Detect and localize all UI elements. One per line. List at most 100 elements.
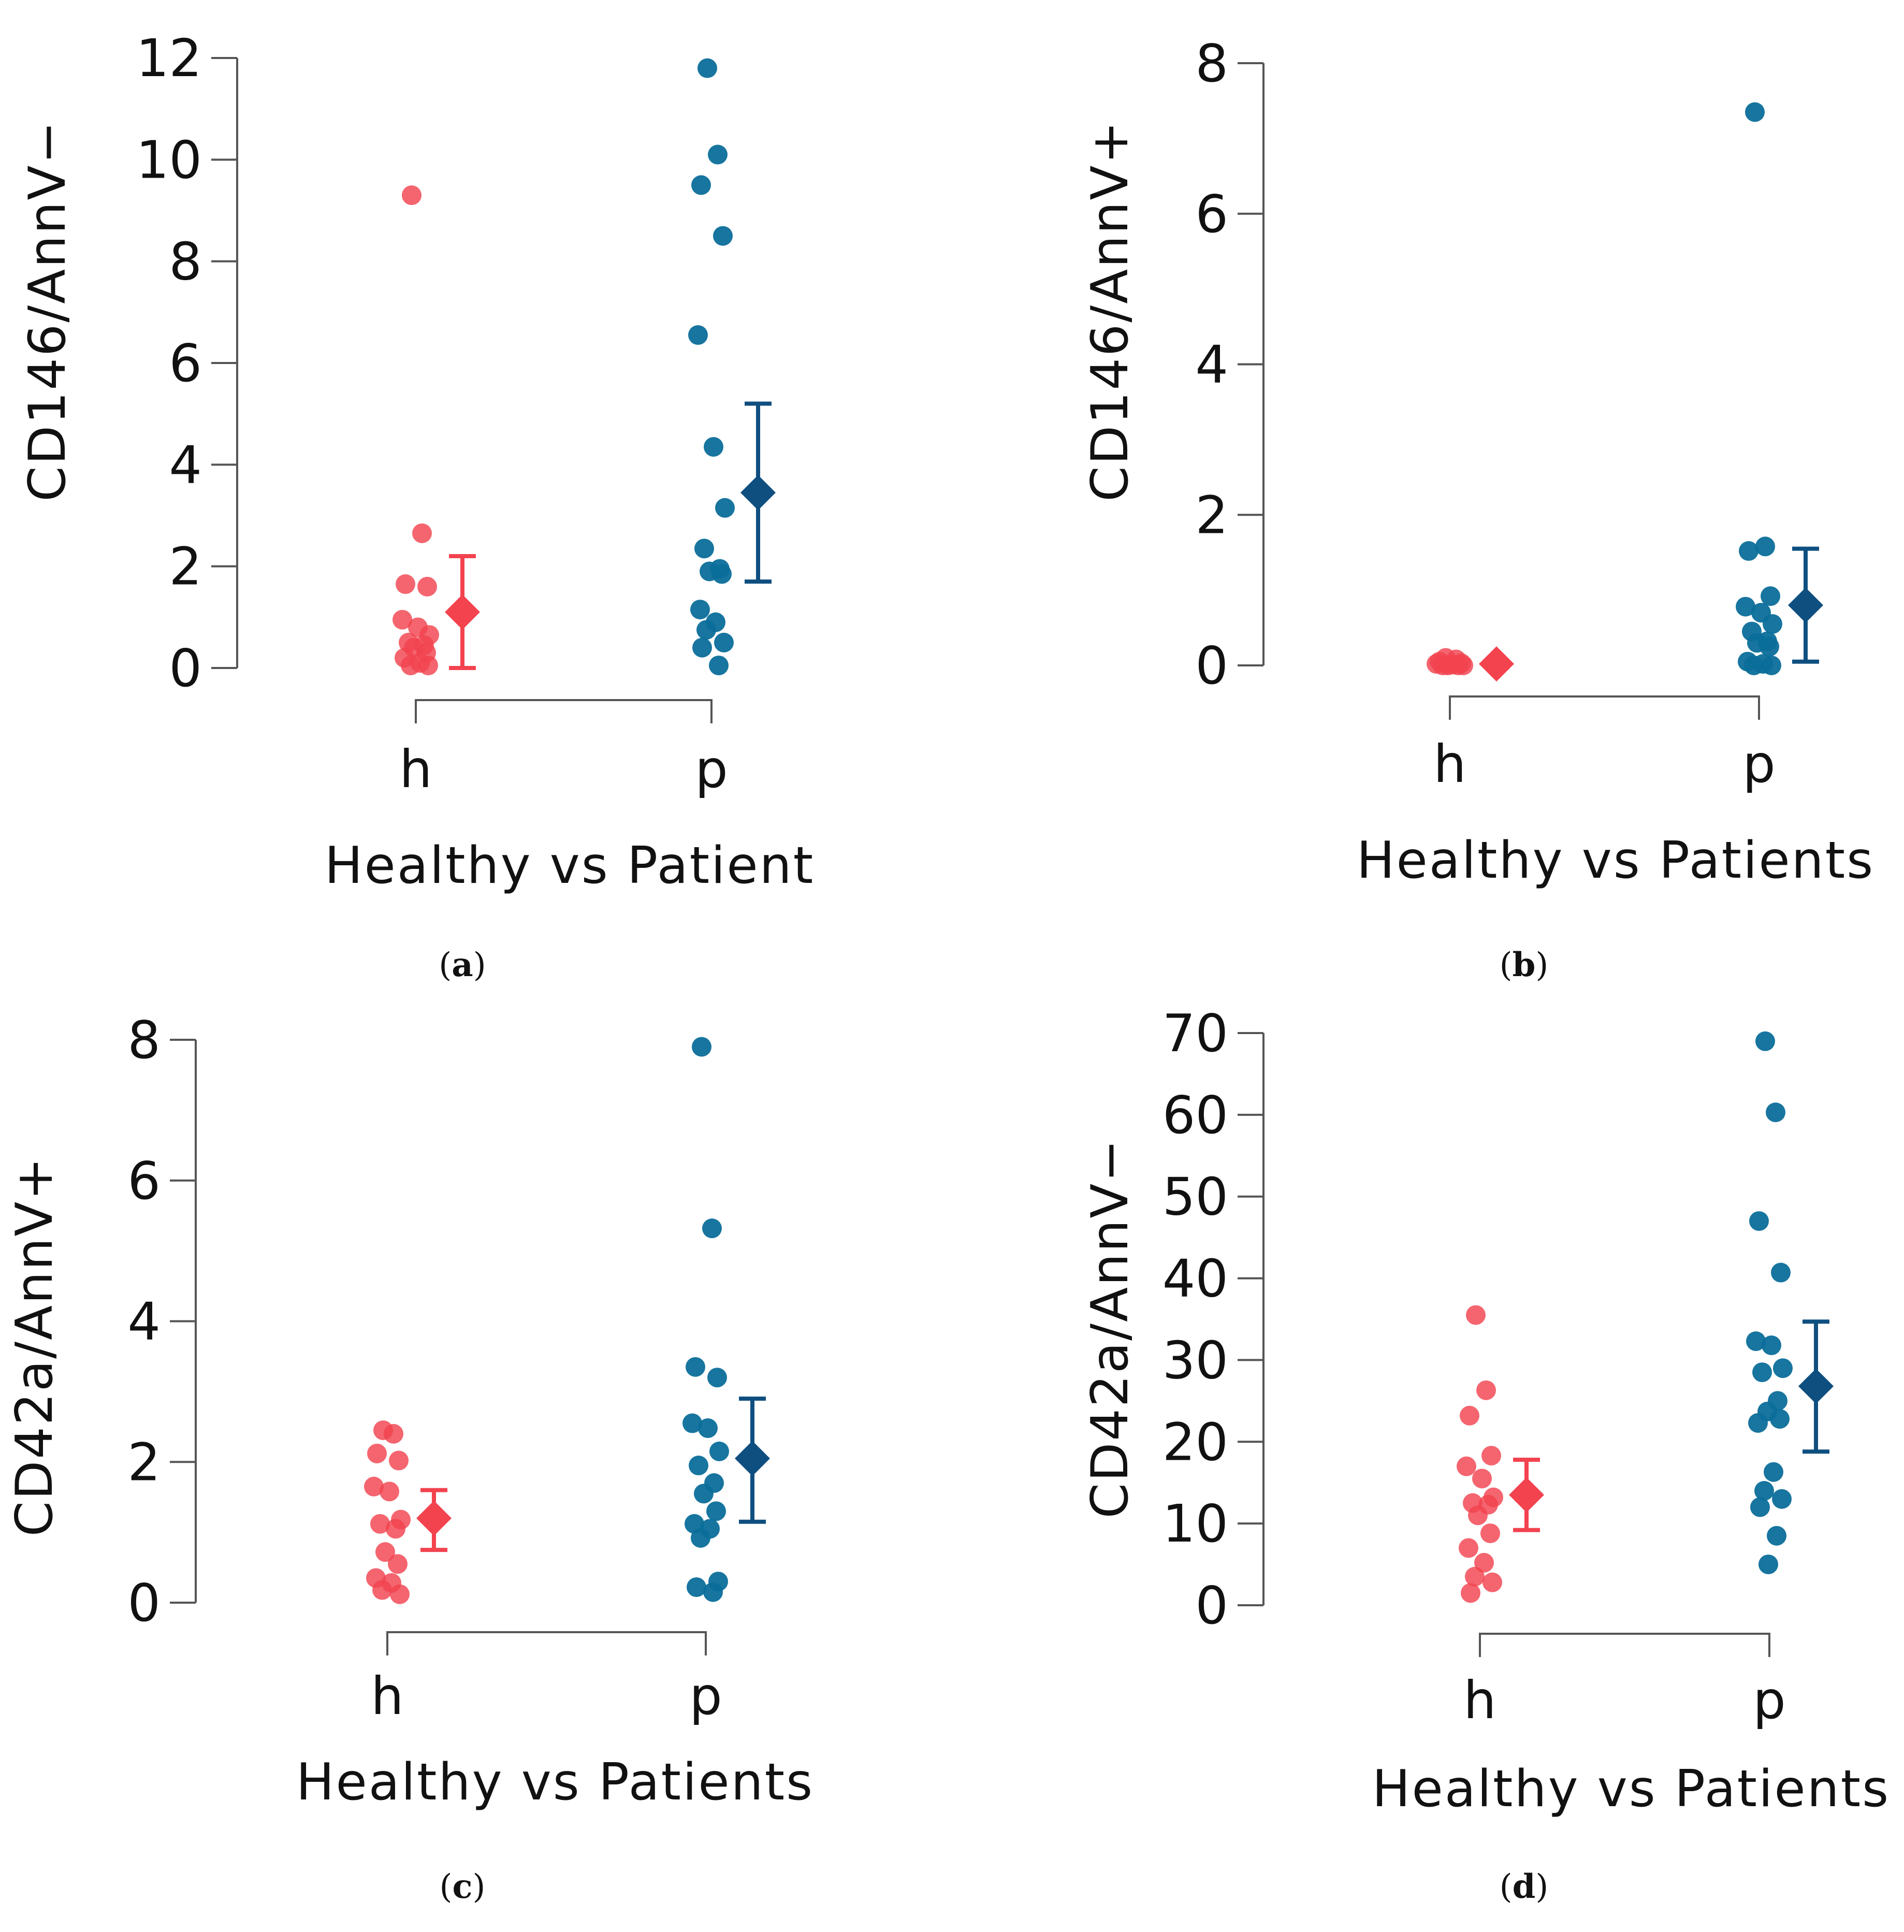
y-axis-title: CD42a/AnnV+	[5, 1156, 64, 1536]
data-point-h	[384, 1423, 403, 1444]
data-points	[393, 58, 735, 676]
x-axis-bracket	[1449, 695, 1760, 720]
y-tick-label: 50	[1162, 1167, 1228, 1227]
y-tick-label: 2	[1195, 485, 1228, 545]
data-point-h	[1466, 1305, 1486, 1325]
data-point-h	[1476, 1380, 1496, 1400]
x-axis-title: Healthy vs Patient	[325, 836, 815, 895]
data-point-h	[1459, 1538, 1478, 1558]
y-tick-label: 20	[1162, 1412, 1228, 1472]
data-point-p	[714, 632, 734, 652]
data-point-p	[682, 1413, 702, 1433]
y-tick-label: 30	[1162, 1330, 1228, 1390]
data-point-h	[1457, 1456, 1476, 1476]
category-label-p: p	[689, 1666, 722, 1726]
data-point-p	[1763, 614, 1782, 634]
y-tick-label: 8	[169, 231, 202, 292]
y-tick-label: 12	[136, 28, 202, 89]
panel-a: 0 2 4 6 8 10 12 h p CD146/AnnV− Healthy vs Pat…	[18, 28, 815, 984]
data-point-h	[418, 656, 438, 676]
y-tick-label: 10	[136, 129, 202, 190]
y-tick-label: 0	[1195, 635, 1228, 696]
data-point-p	[1752, 1362, 1772, 1383]
data-point-p	[1770, 1409, 1790, 1429]
y-ticks: 0 2 4 6 8 10 12	[136, 28, 237, 699]
mean-marker-h	[445, 594, 480, 630]
y-axis-title: CD146/AnnV−	[18, 120, 77, 501]
data-point-h	[393, 609, 412, 630]
data-points	[364, 1037, 729, 1604]
data-point-p	[1755, 1031, 1775, 1051]
y-tick-label: 60	[1162, 1085, 1228, 1145]
y-tick-label: 4	[1195, 335, 1228, 395]
panel-caption: (b)	[1500, 946, 1549, 984]
panel-c: 0 2 4 6 8 h p CD42a/AnnV+ Healthy vs Patient…	[5, 1010, 814, 1906]
data-point-h	[380, 1481, 399, 1502]
data-point-p	[1750, 1497, 1770, 1517]
data-point-p	[704, 437, 723, 457]
data-point-p	[1760, 636, 1779, 657]
y-tick-label: 4	[127, 1291, 161, 1352]
y-tick-label: 4	[169, 434, 202, 495]
caption-letter: c	[453, 1867, 473, 1906]
data-point-p	[1748, 1413, 1768, 1433]
data-point-p	[702, 1218, 722, 1239]
data-point-h	[1461, 1583, 1480, 1603]
y-axis-title: CD146/AnnV+	[1081, 120, 1140, 501]
data-point-p	[708, 144, 728, 165]
x-axis-title: Healthy vs Patients	[296, 1753, 814, 1812]
panel-caption: (a)	[439, 946, 486, 984]
data-point-h	[1465, 1566, 1485, 1587]
data-points	[1457, 1031, 1793, 1603]
data-point-h	[1480, 1523, 1500, 1544]
category-label-p: p	[695, 739, 728, 800]
y-tick-label: 10	[1162, 1493, 1228, 1554]
y-tick-label: 6	[127, 1151, 161, 1211]
data-point-p	[1764, 1462, 1783, 1482]
data-point-p	[1762, 656, 1781, 675]
y-tick-label: 8	[127, 1010, 161, 1070]
y-tick-label: 0	[127, 1573, 161, 1633]
x-axis-title: Healthy vs Patients	[1372, 1760, 1890, 1819]
data-point-p	[1744, 656, 1764, 675]
data-point-p	[1755, 536, 1775, 557]
data-point-h	[1482, 1572, 1502, 1592]
data-point-h	[389, 1450, 409, 1471]
data-point-p	[1761, 586, 1780, 606]
data-point-h	[1468, 1505, 1488, 1526]
data-point-p	[713, 226, 733, 246]
data-point-p	[690, 600, 710, 620]
data-point-p	[1758, 1555, 1778, 1575]
data-point-p	[1736, 597, 1755, 617]
data-point-h	[375, 1542, 395, 1562]
y-tick-label: 6	[169, 333, 202, 394]
y-axis-title: CD42a/AnnV−	[1081, 1138, 1140, 1518]
data-point-p	[709, 656, 729, 676]
data-point-p	[694, 539, 714, 559]
data-point-p	[692, 1037, 711, 1057]
panel-caption: (d)	[1500, 1867, 1549, 1906]
data-point-p	[1762, 1335, 1781, 1356]
data-point-p	[688, 325, 708, 345]
panel-b: 0 2 4 6 8 h p CD146/AnnV+ Healthy vs Patient…	[1081, 33, 1873, 984]
data-point-p	[712, 564, 732, 584]
mean-error-markers	[416, 1396, 770, 1552]
data-point-h	[1472, 1469, 1492, 1489]
data-point-p	[1739, 541, 1758, 561]
data-point-h	[390, 1584, 410, 1604]
panel-caption: (c)	[440, 1867, 486, 1906]
data-point-p	[1773, 1358, 1793, 1378]
data-points	[1427, 102, 1782, 675]
data-point-h	[364, 1476, 384, 1497]
data-point-p	[697, 58, 717, 78]
y-tick-label: 2	[169, 536, 202, 597]
data-point-p	[1745, 102, 1765, 122]
data-point-h	[417, 576, 437, 597]
mean-error-markers	[445, 401, 776, 670]
data-point-h	[396, 574, 415, 594]
y-tick-label: 2	[127, 1432, 161, 1492]
data-point-p	[1772, 1489, 1792, 1509]
data-point-p	[1767, 1526, 1786, 1546]
data-point-p	[687, 1577, 706, 1597]
y-tick-label: 8	[1195, 33, 1228, 94]
